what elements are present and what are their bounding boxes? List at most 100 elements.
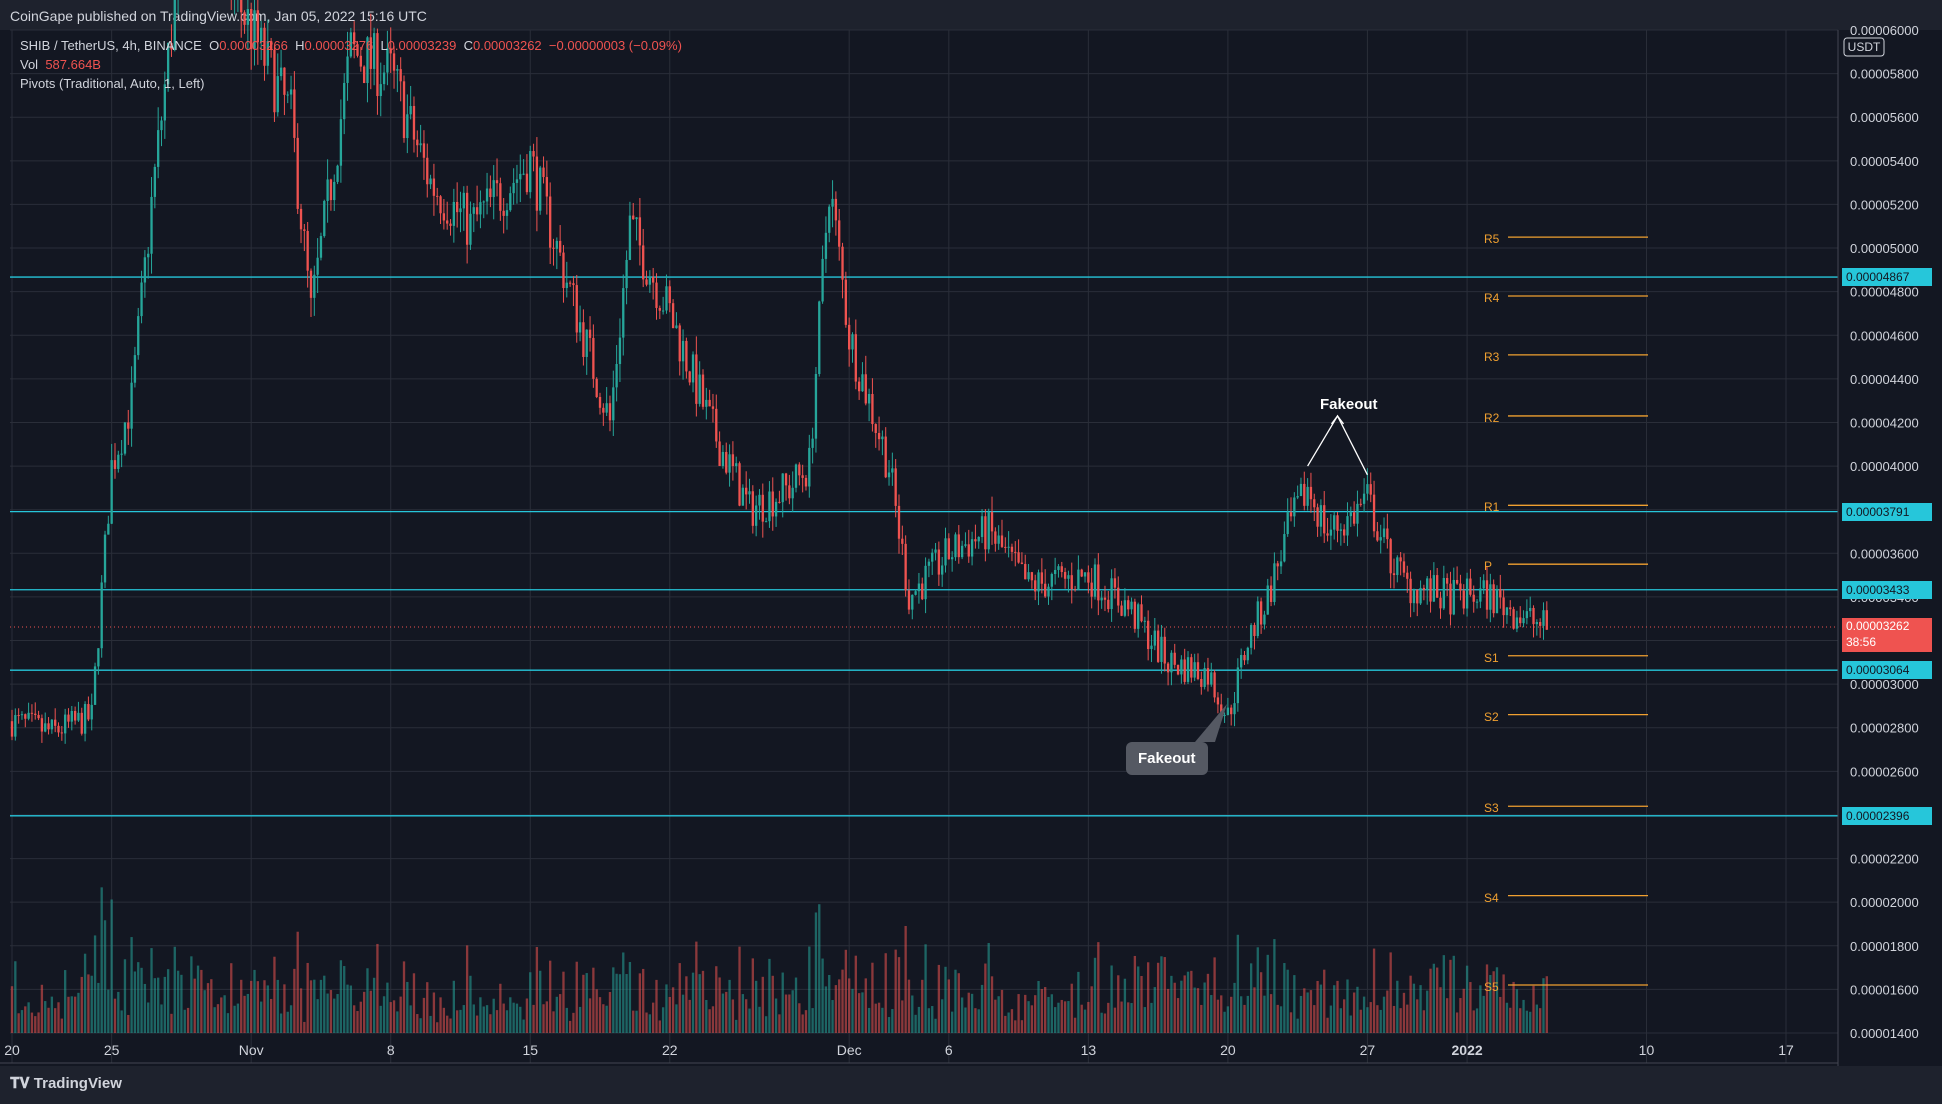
candle-body xyxy=(482,201,485,203)
volume-bar xyxy=(170,1013,173,1033)
volume-bar xyxy=(336,994,339,1033)
volume-bar xyxy=(1293,975,1296,1033)
volume-bar xyxy=(990,976,994,1033)
candle-body xyxy=(509,193,512,211)
volume-bar xyxy=(1482,995,1485,1033)
candle-body xyxy=(266,40,269,66)
volume-bar xyxy=(831,1000,834,1033)
candle-body xyxy=(372,33,376,69)
candle-body xyxy=(529,151,532,193)
candle-body xyxy=(1040,572,1044,584)
y-tick-label: 0.00004000 xyxy=(1850,459,1919,474)
volume-bar xyxy=(907,979,911,1033)
candle-body xyxy=(891,468,894,473)
volume-bar xyxy=(655,979,658,1033)
volume-bar xyxy=(708,1009,711,1033)
volume-bar xyxy=(668,996,671,1033)
volume-bar xyxy=(150,948,153,1033)
volume-bar xyxy=(353,1005,356,1033)
candle-body xyxy=(253,10,256,50)
candle-body xyxy=(914,591,917,595)
candle-body xyxy=(1047,586,1050,597)
candle-body xyxy=(1166,663,1170,673)
candle-body xyxy=(758,494,761,506)
candle-body xyxy=(585,329,588,357)
volume-bar xyxy=(362,991,366,1033)
candle-body xyxy=(1342,529,1346,536)
volume-bar xyxy=(1070,983,1073,1033)
candle-body xyxy=(1412,589,1416,604)
candle-body xyxy=(808,447,811,487)
volume-bar xyxy=(349,985,353,1033)
volume-bar xyxy=(77,992,80,1033)
pivot-label: S5 xyxy=(1484,980,1499,995)
candle-body xyxy=(771,491,774,517)
volume-bar xyxy=(871,962,874,1033)
volume-bar xyxy=(1392,1005,1396,1033)
volume-bar xyxy=(389,1002,392,1033)
volume-bar xyxy=(256,981,259,1033)
candle-body xyxy=(143,257,147,283)
volume-bar xyxy=(223,995,226,1033)
candle-body xyxy=(904,543,907,591)
candle-body xyxy=(701,374,705,407)
volume-bar xyxy=(1525,1010,1529,1033)
pivot-label: R2 xyxy=(1484,410,1500,425)
candle-body xyxy=(1020,562,1024,564)
candle-body xyxy=(1482,580,1485,589)
tv-logo-icon: 𝐓𝐕 xyxy=(10,1075,30,1092)
candle-body xyxy=(844,279,848,325)
volume-bar xyxy=(1020,1020,1024,1033)
candle-body xyxy=(691,354,695,383)
volume-bar xyxy=(887,1017,891,1033)
candle-body xyxy=(987,512,990,550)
pivot-label: S3 xyxy=(1484,801,1499,816)
volume-bar xyxy=(1093,957,1097,1033)
volume-bar xyxy=(625,974,628,1033)
volume-bar xyxy=(784,994,788,1033)
candle-body xyxy=(1339,529,1343,531)
volume-bar xyxy=(1180,980,1183,1033)
candle-body xyxy=(1366,484,1369,494)
volume-bar xyxy=(967,992,970,1033)
candle-body xyxy=(475,207,479,215)
volume-bar xyxy=(977,1009,980,1033)
volume-bar xyxy=(1170,975,1173,1033)
volume-bar xyxy=(598,997,602,1033)
volume-bar xyxy=(914,1014,917,1033)
volume-bar xyxy=(117,991,120,1033)
candle-body xyxy=(725,451,728,473)
volume-bar xyxy=(1263,995,1266,1033)
candle-body xyxy=(127,422,130,429)
volume-bar xyxy=(688,999,691,1033)
candle-body xyxy=(1027,572,1030,580)
candle-body xyxy=(87,704,90,720)
candle-body xyxy=(964,544,967,546)
candle-body xyxy=(343,82,346,120)
volume-bar xyxy=(691,972,695,1033)
volume-bar xyxy=(1143,1007,1146,1033)
volume-bar xyxy=(230,963,233,1033)
volume-bar xyxy=(343,966,346,1033)
volume-bar xyxy=(539,970,542,1033)
volume-bar xyxy=(366,968,369,1033)
volume-bar xyxy=(877,1002,881,1033)
candle-body xyxy=(665,286,668,311)
volume-bar xyxy=(881,1007,884,1033)
volume-bar xyxy=(1309,990,1313,1033)
candle-body xyxy=(339,119,343,166)
volume-bar xyxy=(90,975,93,1033)
volume-bar xyxy=(675,1004,678,1033)
volume-bar xyxy=(1053,1007,1057,1033)
volume-bar xyxy=(911,995,914,1033)
candle-body xyxy=(924,565,927,600)
volume-bar xyxy=(485,1005,489,1033)
fakeout-top-label: Fakeout xyxy=(1320,396,1378,413)
volume-bar xyxy=(359,1001,362,1033)
volume-bar xyxy=(622,952,625,1033)
candle-body xyxy=(994,531,997,544)
candle-body xyxy=(681,340,685,362)
volume-bar xyxy=(1349,1015,1352,1033)
candle-body xyxy=(834,198,838,221)
